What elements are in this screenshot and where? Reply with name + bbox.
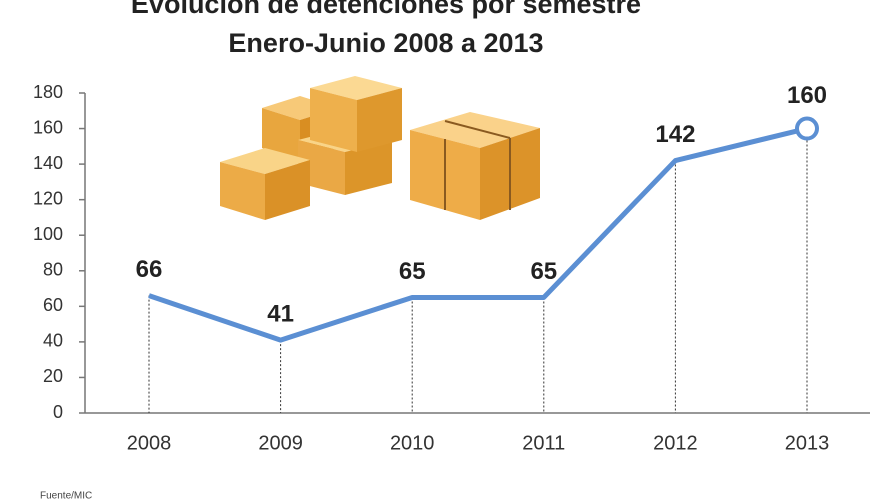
x-tick-label: 2011 [522, 432, 565, 454]
value-label: 160 [787, 82, 827, 109]
value-label: 41 [267, 300, 294, 327]
chart-subtitle: Enero-Junio 2008 a 2013 [228, 28, 543, 58]
y-tick-label: 60 [43, 295, 63, 315]
y-tick-label: 40 [43, 331, 63, 351]
y-tick-label: 140 [33, 153, 63, 173]
y-tick-label: 80 [43, 260, 63, 280]
value-label: 65 [530, 258, 557, 285]
boxes-illustration [220, 76, 540, 220]
y-tick-label: 20 [43, 366, 63, 386]
x-tick-label: 2010 [390, 432, 435, 454]
value-label: 66 [136, 256, 163, 283]
x-tick-label: 2013 [785, 432, 830, 454]
x-tick-label: 2009 [258, 432, 303, 454]
source: Fuente/MIC [40, 491, 92, 502]
value-label: 142 [655, 121, 695, 148]
value-label: 65 [399, 258, 426, 285]
y-tick-label: 100 [33, 224, 63, 244]
data-line [148, 126, 808, 343]
y-tick-label: 160 [33, 117, 63, 137]
y-tick-label: 180 [33, 82, 63, 102]
end-marker [795, 116, 819, 141]
x-tick-label: 2008 [127, 432, 172, 454]
chart-title: Evolución de detenciones por semestre [131, 0, 641, 19]
y-tick-label: 120 [33, 188, 63, 208]
y-tick-label: 0 [53, 402, 63, 422]
x-tick-label: 2012 [653, 432, 698, 454]
